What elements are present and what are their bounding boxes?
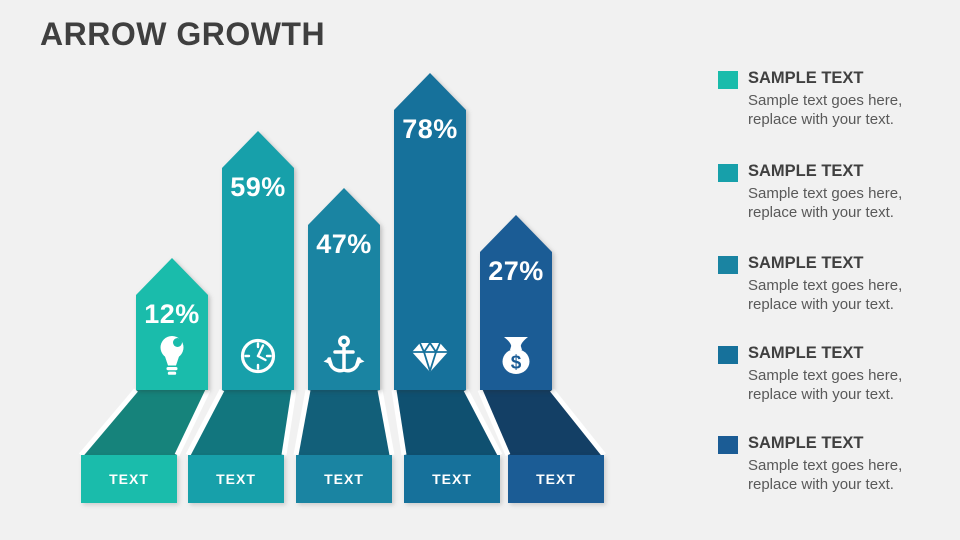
growth-arrow: [136, 258, 208, 390]
arrow-base: [508, 455, 604, 503]
percent-label: 12%: [144, 299, 200, 329]
legend-item-description: Sample text goes here, replace with your…: [748, 92, 903, 128]
page-title: ARROW GROWTH: [40, 16, 326, 52]
legend-color-swatch: [718, 256, 738, 274]
legend-item: SAMPLE TEXT Sample text goes here, repla…: [718, 161, 923, 222]
platform-seam: [293, 389, 311, 456]
legend-item: SAMPLE TEXT Sample text goes here, repla…: [718, 433, 923, 494]
base-platform-top: [296, 390, 392, 455]
base-platform-top: [81, 390, 208, 455]
base-label: TEXT: [109, 471, 149, 487]
legend-item-description: Sample text goes here, replace with your…: [748, 457, 903, 493]
platform-seam: [463, 388, 503, 457]
platform-seam: [174, 388, 211, 457]
platform-seam: [377, 389, 395, 456]
legend-color-swatch: [718, 346, 738, 364]
legend-item-title: SAMPLE TEXT: [748, 344, 864, 362]
arrow-base: [296, 455, 392, 503]
percent-label: 59%: [230, 172, 286, 202]
platform-seam: [391, 389, 407, 456]
lightbulb-icon: [148, 332, 196, 380]
money-bag-icon: $: [492, 332, 540, 380]
growth-arrow: [222, 131, 294, 390]
arrow-base: [188, 455, 284, 503]
percent-label: 47%: [316, 229, 372, 259]
growth-arrow: [394, 73, 466, 390]
legend-item-description: Sample text goes here, replace with your…: [748, 277, 903, 313]
growth-arrow: [480, 215, 552, 390]
legend-item-description: Sample text goes here, replace with your…: [748, 185, 903, 221]
legend-color-swatch: [718, 436, 738, 454]
legend-item: SAMPLE TEXT Sample text goes here, repla…: [718, 68, 923, 129]
percent-label: 78%: [402, 114, 458, 144]
legend-item: SAMPLE TEXT Sample text goes here, repla…: [718, 253, 923, 314]
legend-color-swatch: [718, 164, 738, 182]
clock-icon: [234, 332, 282, 380]
arrow-base: [404, 455, 500, 503]
svg-text:$: $: [511, 353, 522, 374]
base-label: TEXT: [216, 471, 256, 487]
growth-arrow: [308, 188, 380, 390]
anchor-icon: [320, 332, 368, 380]
percent-label: 27%: [488, 256, 544, 286]
platform-seam: [185, 388, 225, 457]
legend-item-title: SAMPLE TEXT: [748, 254, 864, 272]
legend-item: SAMPLE TEXT Sample text goes here, repla…: [718, 343, 923, 404]
base-label: TEXT: [324, 471, 364, 487]
legend-color-swatch: [718, 71, 738, 89]
platform-seam: [281, 389, 297, 456]
base-platform-top: [480, 390, 604, 455]
arrow-base: [81, 455, 177, 503]
platform-seam: [79, 388, 138, 457]
legend-item-title: SAMPLE TEXT: [748, 69, 864, 87]
legend-item-title: SAMPLE TEXT: [748, 434, 864, 452]
base-label: TEXT: [432, 471, 472, 487]
legend-item-description: Sample text goes here, replace with your…: [748, 367, 903, 403]
legend-item-title: SAMPLE TEXT: [748, 162, 864, 180]
platform-seam: [550, 388, 606, 457]
diamond-icon: [406, 332, 454, 380]
platform-seam: [477, 389, 511, 456]
base-label: TEXT: [536, 471, 576, 487]
